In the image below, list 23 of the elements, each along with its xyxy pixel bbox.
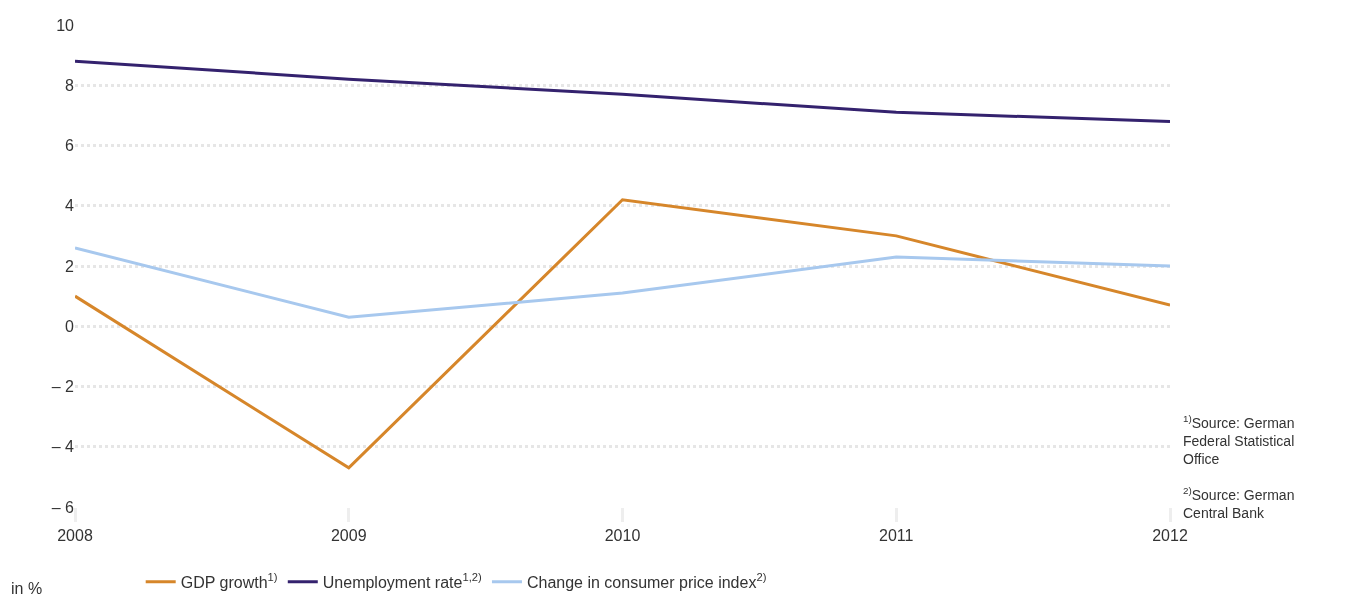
x-tick-label: 2012 [1152,527,1188,545]
line-series [75,59,1170,123]
y-tick-label: – 6 [51,498,75,516]
x-tick-label: 2010 [604,527,641,545]
y-tick-label: 0 [65,317,75,335]
legend-label: Change in consumer price index$^{2)}$ [526,571,767,591]
y-tick-label: – 2 [51,378,75,396]
text: $^{1)}$Source: German Federal Statistical Office [1183,413,1295,468]
y-tick-label: 4 [65,197,75,215]
legend-label: Unemployment rate$^{1,2)}$ [322,571,482,591]
y-tick-label: 2 [65,257,75,275]
legend-label: GDP growth$^{1)}$ [180,571,278,591]
x-tick-label: 2011 [879,527,914,545]
y-tick-label: 6 [65,137,75,155]
line-series [75,198,1170,470]
y-axis-title: in % [11,580,43,597]
y-tick-label: 10 [56,16,75,34]
y-tick-label: 8 [65,76,75,94]
text: $^{2)}$Source: German Central Bank [1183,485,1295,522]
line-series [75,246,1170,319]
y-tick-label: – 4 [51,438,75,456]
x-tick-label: 2008 [57,527,93,545]
x-tick-label: 2009 [330,527,367,545]
